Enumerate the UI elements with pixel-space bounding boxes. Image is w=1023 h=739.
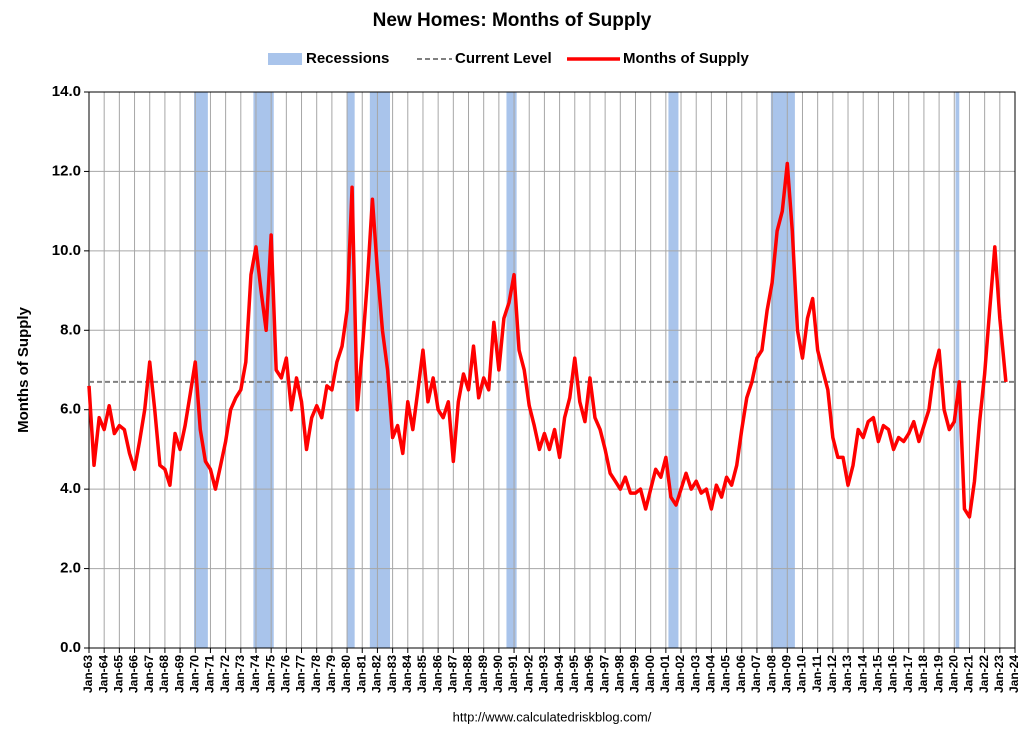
y-tick-label: 4.0	[60, 480, 81, 497]
recession-band	[955, 92, 960, 648]
recession-band	[770, 92, 795, 648]
x-tick-label: Jan-23	[992, 655, 1006, 693]
x-tick-label: Jan-78	[309, 655, 323, 693]
x-tick-label: Jan-82	[370, 655, 384, 693]
x-tick-label: Jan-83	[385, 655, 399, 693]
data-line	[87, 161, 1008, 519]
x-tick-label: Jan-63	[81, 655, 95, 693]
x-tick-label: Jan-02	[673, 655, 687, 693]
x-tick-label: Jan-01	[658, 655, 672, 693]
x-tick-label: Jan-74	[248, 655, 262, 693]
x-tick-label: Jan-66	[127, 655, 141, 693]
x-tick-label: Jan-89	[476, 655, 490, 693]
x-tick-label: Jan-73	[233, 655, 247, 693]
x-tick-label: Jan-99	[628, 655, 642, 693]
legend-label: Current Level	[455, 50, 552, 67]
x-tick-label: Jan-75	[263, 655, 277, 693]
x-tick-label: Jan-65	[112, 655, 126, 693]
x-tick-label: Jan-81	[354, 655, 368, 693]
x-tick-label: Jan-64	[96, 655, 110, 693]
x-tick-label: Jan-14	[855, 655, 869, 693]
x-tick-label: Jan-95	[567, 655, 581, 693]
x-tick-label: Jan-92	[521, 655, 535, 693]
x-tick-label: Jan-05	[719, 655, 733, 693]
x-tick-label: Jan-19	[931, 655, 945, 693]
recession-band	[347, 92, 355, 648]
y-tick-label: 10.0	[52, 242, 81, 259]
x-tick-label: Jan-98	[612, 655, 626, 693]
recession-band	[668, 92, 679, 648]
x-tick-label: Jan-18	[916, 655, 930, 693]
y-tick-label: 2.0	[60, 560, 81, 577]
x-tick-label: Jan-21	[962, 655, 976, 693]
x-tick-label: Jan-70	[187, 655, 201, 693]
x-tick-label: Jan-88	[461, 655, 475, 693]
x-tick-label: Jan-08	[764, 655, 778, 693]
x-tick-label: Jan-84	[400, 655, 414, 693]
x-tick-label: Jan-76	[279, 655, 293, 693]
x-tick-label: Jan-71	[203, 655, 217, 693]
recession-band	[253, 92, 274, 648]
x-tick-label: Jan-97	[597, 655, 611, 693]
x-tick-label: Jan-77	[294, 655, 308, 693]
x-tick-label: Jan-20	[946, 655, 960, 693]
x-tick-label: Jan-67	[142, 655, 156, 693]
x-tick-label: Jan-06	[734, 655, 748, 693]
x-tick-label: Jan-17	[901, 655, 915, 693]
legend-swatch	[268, 53, 302, 65]
x-tick-label: Jan-90	[491, 655, 505, 693]
x-tick-label: Jan-94	[552, 655, 566, 693]
chart-title: New Homes: Months of Supply	[373, 10, 652, 31]
x-tick-label: Jan-85	[415, 655, 429, 693]
y-tick-label: 0.0	[60, 639, 81, 656]
x-tick-label: Jan-04	[704, 655, 718, 693]
y-tick-label: 6.0	[60, 401, 81, 418]
x-tick-label: Jan-00	[643, 655, 657, 693]
recession-band	[194, 92, 208, 648]
x-tick-label: Jan-16	[886, 655, 900, 693]
legend-label: Recessions	[306, 50, 389, 67]
x-tick-label: Jan-13	[840, 655, 854, 693]
x-tick-label: Jan-07	[749, 655, 763, 693]
x-tick-label: Jan-11	[810, 655, 824, 693]
x-tick-label: Jan-91	[506, 655, 520, 693]
x-tick-label: Jan-22	[977, 655, 991, 693]
y-tick-label: 14.0	[52, 83, 81, 100]
x-tick-label: Jan-93	[537, 655, 551, 693]
x-tick-label: Jan-10	[795, 655, 809, 693]
x-tick-label: Jan-86	[430, 655, 444, 693]
x-tick-label: Jan-03	[688, 655, 702, 693]
x-tick-label: Jan-79	[324, 655, 338, 693]
x-tick-label: Jan-09	[779, 655, 793, 693]
x-tick-label: Jan-96	[582, 655, 596, 693]
recession-band	[506, 92, 517, 648]
x-tick-label: Jan-15	[871, 655, 885, 693]
x-tick-label: Jan-69	[172, 655, 186, 693]
y-axis-label: Months of Supply	[15, 306, 32, 432]
x-tick-label: Jan-80	[339, 655, 353, 693]
legend-label: Months of Supply	[623, 50, 749, 67]
x-tick-label: Jan-12	[825, 655, 839, 693]
x-tick-label: Jan-68	[157, 655, 171, 693]
y-tick-label: 8.0	[60, 321, 81, 338]
x-tick-label: Jan-87	[445, 655, 459, 693]
x-tick-label: Jan-72	[218, 655, 232, 693]
plot-border	[88, 91, 1016, 649]
source: http://www.calculatedriskblog.com/	[453, 709, 652, 724]
x-tick-label: Jan-24	[1007, 655, 1021, 693]
y-tick-label: 12.0	[52, 162, 81, 179]
